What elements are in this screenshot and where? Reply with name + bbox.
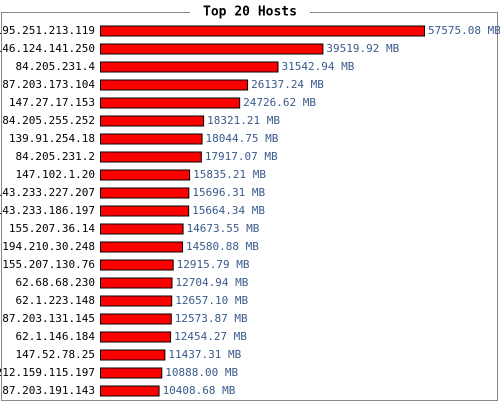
host-label: 146.124.141.250 [0,42,95,55]
title-bg [190,4,310,20]
value-label: 10408.68 MB [163,384,236,397]
host-label: 147.52.78.25 [16,348,95,361]
host-label: 155.207.36.14 [9,222,95,235]
bar [100,151,202,163]
host-label: 62.68.68.230 [16,276,95,289]
bar [100,367,163,379]
bar [100,169,191,181]
host-label: 84.205.231.4 [16,60,96,73]
value-label: 12915.79 MB [177,258,250,271]
value-label: 12573.87 MB [175,312,248,325]
host-label: 212.159.115.197 [0,366,95,379]
host-label: 143.233.186.197 [0,204,95,217]
value-label: 39519.92 MB [326,42,399,55]
host-label: 62.1.223.148 [16,294,95,307]
bar [100,277,173,289]
bar [100,259,174,271]
value-label: 14580.88 MB [186,240,259,253]
value-label: 31542.94 MB [282,60,355,73]
bar [100,97,241,109]
value-label: 15696.31 MB [192,186,265,199]
value-label: 11437.31 MB [168,348,241,361]
host-label: 62.1.146.184 [16,330,96,343]
value-label: 17917.07 MB [205,150,278,163]
value-label: 14673.55 MB [187,222,260,235]
value-label: 24726.62 MB [243,96,316,109]
bar [100,25,425,37]
value-label: 57575.08 MB [428,24,500,37]
host-label: 195.251.213.119 [0,24,95,37]
host-label: 194.210.30.248 [2,240,95,253]
value-label: 15664.34 MB [192,204,265,217]
host-label: 147.27.17.153 [9,96,95,109]
host-label: 87.203.191.143 [2,384,95,397]
bar [100,43,324,55]
bar [100,205,190,217]
value-label: 15835.21 MB [193,168,266,181]
bar [100,331,172,343]
host-label: 155.207.130.76 [2,258,95,271]
value-label: 12454.27 MB [174,330,247,343]
value-label: 18321.21 MB [207,114,280,127]
host-label: 139.91.254.18 [9,132,95,145]
host-label: 87.203.131.145 [2,312,95,325]
value-label: 26137.24 MB [251,78,324,91]
value-label: 12704.94 MB [175,276,248,289]
value-label: 12657.10 MB [175,294,248,307]
value-label: 18044.75 MB [206,132,279,145]
bar [100,115,205,127]
host-label: 84.205.255.252 [2,114,95,127]
host-label: 84.205.231.2 [16,150,95,163]
bar [100,313,172,325]
value-label: 10888.00 MB [165,366,238,379]
host-label: 143.233.227.207 [0,186,95,199]
bar [100,349,166,361]
bar [100,241,184,253]
bar [100,295,173,307]
host-label: 87.203.173.104 [2,78,95,91]
host-label: 147.102.1.20 [16,168,95,181]
bar [100,187,190,199]
bar [100,79,249,91]
bar [100,133,203,145]
chart-title: Top 20 Hosts [203,5,297,20]
bar [100,61,279,73]
bar [100,223,184,235]
bar [100,385,160,397]
